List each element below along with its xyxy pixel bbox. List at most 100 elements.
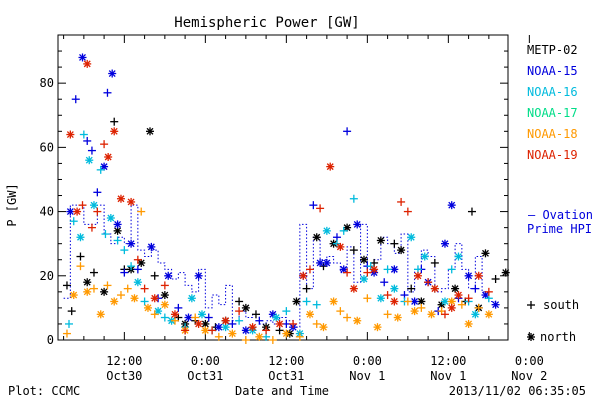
ovation-label-line1: — Ovation: [528, 208, 593, 222]
point-noaa-16-south: [349, 194, 358, 203]
point-noaa-18-south: [295, 332, 304, 341]
plot-axes: 02040608012:00Oct300:00Oct3112:00Oct310:…: [40, 34, 547, 383]
point-noaa-15-north: [100, 162, 109, 171]
point-noaa-19-north: [275, 319, 284, 328]
point-noaa-19-north: [66, 130, 75, 139]
x-axis-label: Date and Time: [235, 384, 329, 398]
point-noaa-19-north: [413, 271, 422, 280]
footer-timestamp: 2013/11/02 06:35:05: [449, 384, 586, 398]
legend: METP-02 NOAA-15 NOAA-16 NOAA-17 NOAA-18 NOAA-…: [527, 43, 579, 344]
point-noaa-16-north: [322, 226, 331, 235]
point-noaa-19-south: [363, 268, 372, 277]
point-noaa-18-south: [383, 310, 392, 319]
point-noaa-16-south: [69, 217, 78, 226]
point-noaa-15-north: [184, 313, 193, 322]
point-noaa-18-north: [427, 310, 436, 319]
point-noaa-19-north: [194, 319, 203, 328]
point-noaa-18-south: [214, 332, 223, 341]
point-noaa-19-north: [170, 310, 179, 319]
series-noaa-18: [62, 207, 493, 344]
point-noaa-18-south: [116, 291, 125, 300]
point-noaa-19-north: [336, 242, 345, 251]
point-noaa-19-north: [110, 127, 119, 136]
point-noaa-18-north: [96, 310, 105, 319]
point-metp-02-south: [76, 252, 85, 261]
point-noaa-19-north: [104, 153, 113, 161]
point-noaa-19-south: [316, 204, 325, 213]
point-noaa-16-north: [85, 156, 94, 165]
point-noaa-16-north: [76, 233, 85, 242]
point-noaa-18-south: [89, 284, 98, 293]
point-noaa-16-north: [440, 297, 449, 306]
point-noaa-19-south: [133, 255, 142, 264]
point-metp-02-south: [467, 207, 476, 216]
point-noaa-18-south: [268, 336, 277, 344]
point-noaa-19-north: [349, 284, 358, 293]
point-noaa-15-north: [464, 271, 473, 280]
point-noaa-16-south: [120, 246, 129, 255]
x-tick-date: Oct30: [106, 369, 142, 383]
point-noaa-18-north: [110, 297, 119, 306]
point-noaa-15-south: [120, 268, 129, 277]
point-noaa-19-north: [221, 316, 230, 325]
point-noaa-16-south: [302, 297, 311, 306]
point-noaa-16-south: [65, 319, 73, 328]
point-noaa-18-north: [160, 300, 169, 309]
point-noaa-19-north: [150, 294, 159, 303]
point-noaa-16-south: [160, 313, 169, 322]
point-noaa-16-north: [221, 323, 230, 332]
point-noaa-15-north: [353, 220, 362, 229]
marker-key-south: south: [527, 298, 579, 312]
x-tick-time: 12:00: [268, 354, 304, 368]
point-metp-02-north: [160, 291, 169, 300]
point-noaa-15-south: [255, 316, 264, 325]
point-noaa-19-south: [305, 265, 314, 274]
point-noaa-15-north: [316, 258, 325, 267]
point-noaa-16-north: [197, 310, 206, 319]
point-noaa-18-south: [103, 281, 112, 290]
point-noaa-16-south: [127, 262, 136, 271]
point-noaa-16-south: [312, 300, 321, 309]
point-noaa-19-south: [424, 278, 433, 287]
point-noaa-19-south: [160, 281, 169, 290]
y-tick-label: 80: [40, 76, 54, 90]
point-noaa-15-north: [113, 220, 122, 229]
point-noaa-18-north: [353, 316, 362, 325]
point-noaa-19-north: [248, 323, 257, 332]
series-noaa-15: [66, 53, 500, 335]
point-noaa-18-north: [83, 287, 92, 296]
point-noaa-16-north: [133, 278, 142, 287]
legend-entry-noaa-19: NOAA-19: [527, 148, 578, 162]
point-metp-02-south: [110, 117, 119, 126]
point-noaa-19-south: [208, 326, 217, 335]
legend-entry-metp-02: METP-02: [527, 43, 578, 57]
legend-entry-noaa-18: NOAA-18: [527, 127, 578, 141]
legend-entry-noaa-16: NOAA-16: [527, 85, 578, 99]
point-metp-02-south: [491, 275, 500, 283]
point-metp-02-south: [390, 239, 399, 248]
point-noaa-19-south: [383, 291, 392, 300]
series-noaa-16: [65, 130, 493, 341]
x-tick-time: 0:00: [353, 354, 382, 368]
point-noaa-19-south: [262, 326, 271, 335]
point-noaa-15-north: [447, 201, 456, 210]
point-noaa-16-south: [96, 165, 105, 174]
point-noaa-19-south: [464, 294, 473, 303]
point-noaa-19-south: [440, 310, 449, 319]
point-noaa-15-south: [380, 278, 389, 287]
point-noaa-15-south: [133, 265, 142, 274]
point-metp-02-south: [251, 310, 260, 319]
point-metp-02-south: [302, 284, 311, 293]
point-noaa-18-north: [319, 323, 328, 332]
point-noaa-18-south: [123, 284, 132, 293]
legend-entry-noaa-17: NOAA-17: [527, 106, 578, 120]
point-noaa-19-south: [93, 207, 102, 216]
point-metp-02-south: [407, 284, 416, 293]
x-tick-date: Nov 2: [511, 369, 547, 383]
point-metp-02-south: [150, 271, 159, 280]
y-axis-label: P [GW]: [5, 183, 19, 226]
point-noaa-18-north: [410, 307, 419, 316]
point-noaa-18-north: [464, 319, 473, 328]
